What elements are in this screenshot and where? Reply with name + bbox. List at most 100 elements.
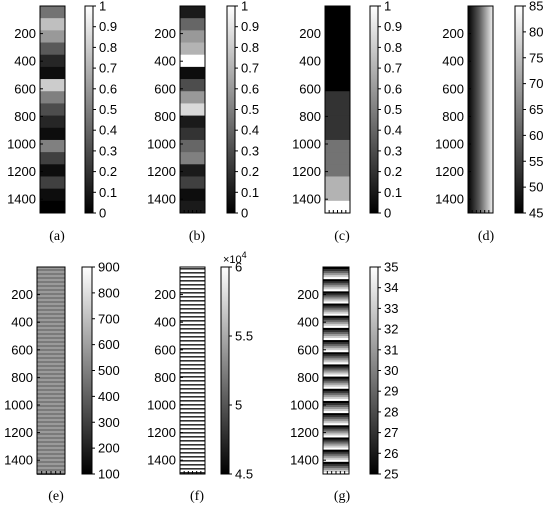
heatmap-stripe — [37, 267, 65, 269]
heatmap-stripe — [323, 291, 349, 294]
y-tick-label: 800 — [297, 370, 319, 385]
y-tick-label: 600 — [297, 342, 319, 357]
heatmap-stripe — [37, 365, 65, 367]
heatmap-cell — [40, 127, 65, 141]
heatmap-cell — [325, 188, 350, 202]
heatmap-stripe — [180, 292, 205, 294]
colorbar-tick-label: 500 — [98, 363, 120, 378]
heatmap-stripe — [37, 439, 65, 441]
heatmap-stripe — [323, 378, 349, 382]
y-tick-label: 400 — [442, 54, 464, 69]
heatmap-stripe — [37, 407, 65, 409]
heatmap-cell — [40, 66, 65, 80]
heatmap-stripe — [37, 397, 65, 399]
heatmap-stripe — [323, 317, 349, 321]
colorbar-tick-label: 31 — [384, 342, 398, 357]
heatmap-stripe — [37, 273, 65, 275]
heatmap-stripe — [37, 355, 65, 357]
heatmap-stripe — [323, 348, 349, 351]
colorbar-tick-label: 0 — [241, 206, 248, 221]
heatmap-stripe — [180, 372, 205, 374]
panel-b: 200 400 600 800 1000 1200 1400 0 0.1 0.2 0.3 0.4 0.5… — [147, 0, 259, 244]
heatmap-cell — [325, 200, 350, 214]
heatmap-stripe — [323, 459, 349, 463]
heatmap-stripe — [323, 281, 349, 284]
heatmap-stripe — [323, 467, 349, 471]
colorbar-tick-label: 0.5 — [99, 102, 117, 117]
colorbar-tick-label: 75 — [529, 50, 543, 65]
heatmap-stripe — [37, 317, 65, 319]
y-tick-label: 1000 — [435, 137, 464, 152]
colorbar-tick-label: 29 — [384, 384, 398, 399]
heatmap-stripe — [37, 337, 65, 339]
heatmap-stripe — [323, 402, 349, 406]
heatmap-cell — [40, 176, 65, 190]
heatmap-stripe — [37, 299, 65, 301]
colorbar-tick-label: 0.3 — [241, 143, 259, 158]
heatmap-stripe — [180, 304, 205, 306]
y-tick-label: 200 — [442, 26, 464, 41]
heatmap-image — [40, 6, 65, 214]
heatmap-stripe — [37, 287, 65, 289]
heatmap-stripe — [323, 457, 349, 461]
heatmap-stripe — [323, 360, 349, 363]
heatmap-cell — [325, 176, 350, 190]
heatmap-stripe — [37, 367, 65, 369]
panel-g: 200 400 600 800 1000 1200 1400 25 26 27 28 29 30 31 32… — [290, 260, 398, 505]
heatmap-stripe — [180, 320, 205, 322]
y-tick-label: 600 — [11, 342, 33, 357]
y-tick-label: 400 — [11, 315, 33, 330]
colorbar-tick-label: 27 — [384, 425, 398, 440]
heatmap-stripe — [180, 288, 205, 290]
panel-caption: (e) — [48, 489, 64, 504]
heatmap-stripe — [37, 283, 65, 285]
heatmap-image — [180, 6, 205, 214]
heatmap-stripe — [180, 280, 205, 282]
heatmap-stripe — [37, 391, 65, 393]
heatmap-cell — [40, 18, 65, 31]
heatmap-stripe — [37, 423, 65, 425]
colorbar-tick-label: 0.7 — [241, 61, 259, 76]
heatmap-stripe — [37, 343, 65, 345]
heatmap-stripe — [323, 455, 349, 459]
heatmap-stripe — [180, 444, 205, 446]
heatmap-stripe — [180, 272, 205, 274]
panel-caption: (f) — [190, 489, 204, 504]
heatmap-cell — [180, 103, 205, 117]
y-tick-label: 200 — [154, 26, 176, 41]
heatmap-stripe — [323, 338, 349, 341]
y-tick-label: 800 — [299, 109, 321, 124]
heatmap-stripe — [37, 393, 65, 395]
heatmap-stripe — [323, 279, 349, 282]
heatmap-stripe — [323, 411, 349, 414]
heatmap-stripe — [323, 374, 349, 377]
heatmap-cell — [40, 6, 65, 19]
colorbar-tick-label: 0.4 — [99, 123, 117, 138]
heatmap-stripe — [180, 332, 205, 334]
y-tick-label: 600 — [442, 81, 464, 96]
heatmap-stripe — [180, 300, 205, 302]
heatmap-stripe — [323, 413, 349, 416]
heatmap-stripe — [37, 421, 65, 423]
heatmap-cell — [180, 152, 205, 165]
heatmap-cell — [180, 42, 205, 56]
heatmap-stripe — [323, 344, 349, 347]
heatmap-stripe — [323, 329, 349, 333]
colorbar-tick-label: 0.8 — [241, 40, 259, 55]
heatmap-stripe — [37, 455, 65, 457]
heatmap-stripe — [323, 465, 349, 469]
heatmap-stripe — [37, 465, 65, 467]
heatmap-stripe — [180, 424, 205, 426]
heatmap-stripe — [323, 463, 349, 467]
heatmap-cell — [40, 30, 65, 44]
heatmap-stripe — [323, 301, 349, 304]
heatmap-stripe — [323, 287, 349, 290]
heatmap-stripe — [37, 389, 65, 391]
heatmap-stripe — [37, 449, 65, 451]
heatmap-stripe — [323, 429, 349, 432]
heatmap-stripe — [180, 404, 205, 406]
heatmap-stripe — [323, 366, 349, 369]
colorbar-tick-label: 200 — [98, 441, 120, 456]
colorbar-tick-label: 0.8 — [384, 40, 402, 55]
heatmap-stripe — [323, 358, 349, 361]
